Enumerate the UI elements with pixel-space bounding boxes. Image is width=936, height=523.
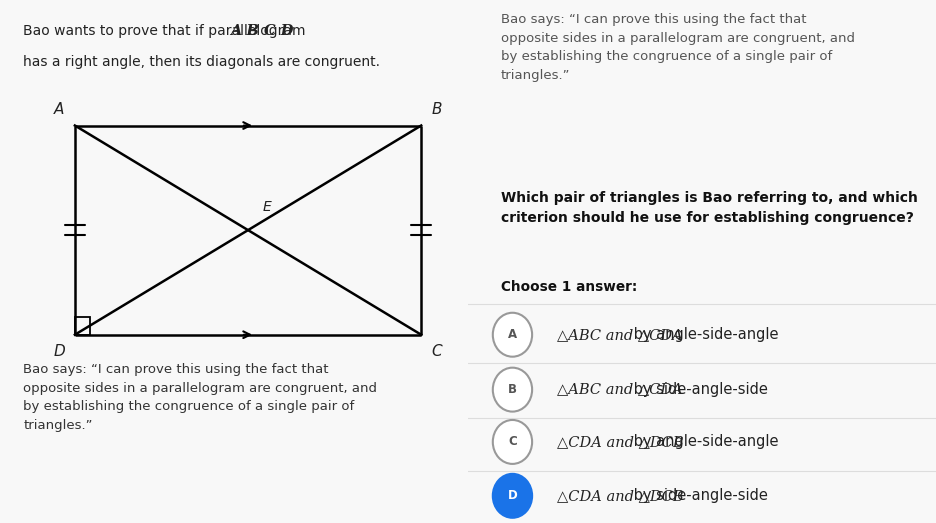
Circle shape [493, 368, 532, 412]
Text: B: B [508, 383, 517, 396]
Text: $C$: $C$ [431, 343, 443, 359]
Text: △ABC and △CDA: △ABC and △CDA [557, 383, 682, 396]
Text: △CDA and △DCB: △CDA and △DCB [557, 435, 683, 449]
Text: Choose 1 answer:: Choose 1 answer: [501, 280, 637, 294]
Text: by angle-side-angle: by angle-side-angle [629, 327, 778, 342]
Text: $A$: $A$ [53, 101, 66, 117]
Text: $E$: $E$ [262, 200, 272, 214]
Text: Bao says: “I can prove this using the fact that
opposite sides in a parallelogra: Bao says: “I can prove this using the fa… [501, 13, 855, 82]
Text: has a right angle, then its diagonals are congruent.: has a right angle, then its diagonals ar… [23, 55, 380, 69]
Text: by side-angle-side: by side-angle-side [629, 488, 768, 503]
Text: C: C [508, 436, 517, 448]
Text: by angle-side-angle: by angle-side-angle [629, 435, 778, 449]
Text: $D$: $D$ [52, 343, 66, 359]
Text: Bao wants to prove that if parallelogram: Bao wants to prove that if parallelogram [23, 24, 310, 38]
Circle shape [493, 420, 532, 464]
Text: A: A [508, 328, 517, 341]
Text: by side-angle-side: by side-angle-side [629, 382, 768, 397]
Circle shape [493, 474, 532, 518]
Text: Bao says: “I can prove this using the fact that
opposite sides in a parallelogra: Bao says: “I can prove this using the fa… [23, 363, 377, 432]
Text: $B$: $B$ [431, 101, 442, 117]
Text: D: D [507, 490, 518, 502]
Text: △ABC and △CDA: △ABC and △CDA [557, 328, 682, 342]
Text: Which pair of triangles is Bao referring to, and which
criterion should he use f: Which pair of triangles is Bao referring… [501, 191, 917, 225]
Text: A B C D: A B C D [230, 24, 294, 38]
Circle shape [493, 313, 532, 357]
Text: △CDA and △DCB: △CDA and △DCB [557, 489, 683, 503]
